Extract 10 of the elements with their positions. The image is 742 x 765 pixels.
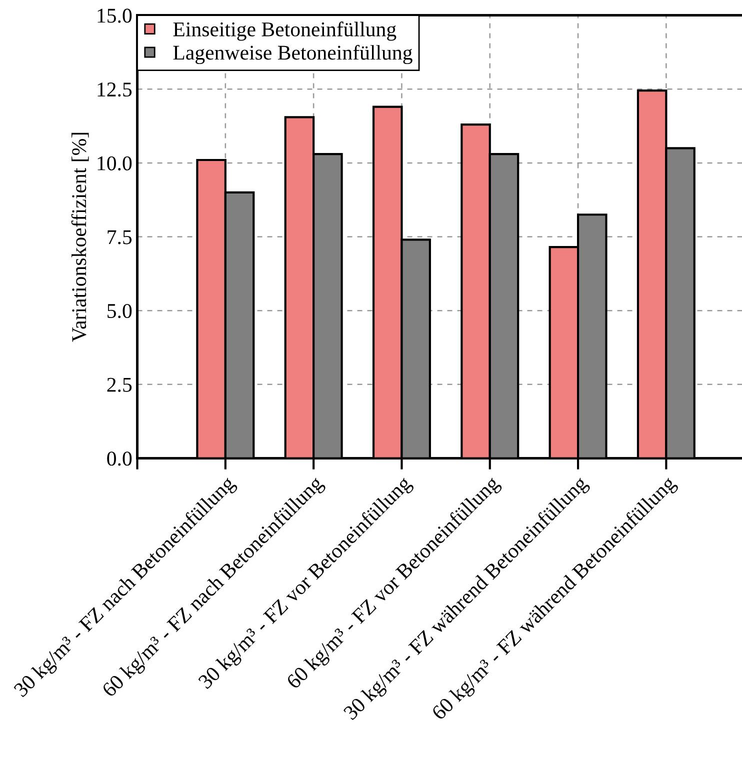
- legend-label: Einseitige Betoneinfüllung: [173, 22, 396, 41]
- y-tick-label: 2.5: [107, 378, 132, 392]
- y-tick-label: 0.0: [107, 452, 132, 466]
- y-tick-label: 12.5: [98, 82, 132, 97]
- y-axis-title: Variationskoeffizient [%]: [71, 132, 89, 342]
- legend-label: Lagenweise Betoneinfüllung: [173, 44, 412, 64]
- y-tick-label: 15.0: [98, 8, 132, 23]
- y-tick-label: 5.0: [108, 304, 132, 318]
- y-tick-label: 7.5: [108, 230, 132, 244]
- y-tick-label: 10.0: [98, 156, 132, 170]
